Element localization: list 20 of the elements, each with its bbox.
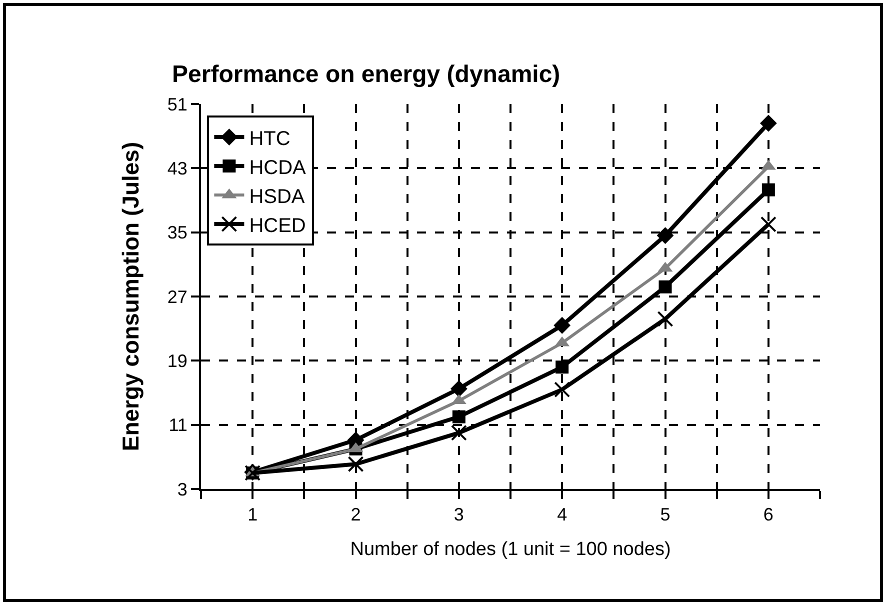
x-tick-label: 1 (248, 504, 258, 525)
legend-label: HSDA (249, 186, 306, 208)
y-axis-title: Energy consumption (Jules) (117, 142, 144, 452)
y-tick-label: 35 (167, 222, 188, 243)
y-tick-label: 11 (168, 415, 188, 436)
x-axis-title: Number of nodes (1 unit = 100 nodes) (350, 538, 671, 560)
x-tick-label: 2 (350, 504, 361, 525)
y-tick-label: 19 (167, 350, 188, 371)
y-tick-label: 3 (177, 479, 188, 500)
chart-title: Performance on energy (dynamic) (172, 61, 560, 88)
legend-label: HCED (249, 214, 306, 237)
y-tick-label: 51 (167, 94, 188, 114)
y-tick-label: 43 (167, 158, 188, 178)
x-tick-label: 6 (763, 504, 774, 525)
y-tick-label: 27 (167, 286, 188, 307)
legend-label: HCDA (249, 156, 307, 179)
x-tick-label: 3 (454, 504, 464, 525)
x-tick-label: 4 (557, 504, 568, 525)
legend-label: HTC (249, 128, 290, 150)
x-tick-label: 5 (660, 504, 670, 525)
